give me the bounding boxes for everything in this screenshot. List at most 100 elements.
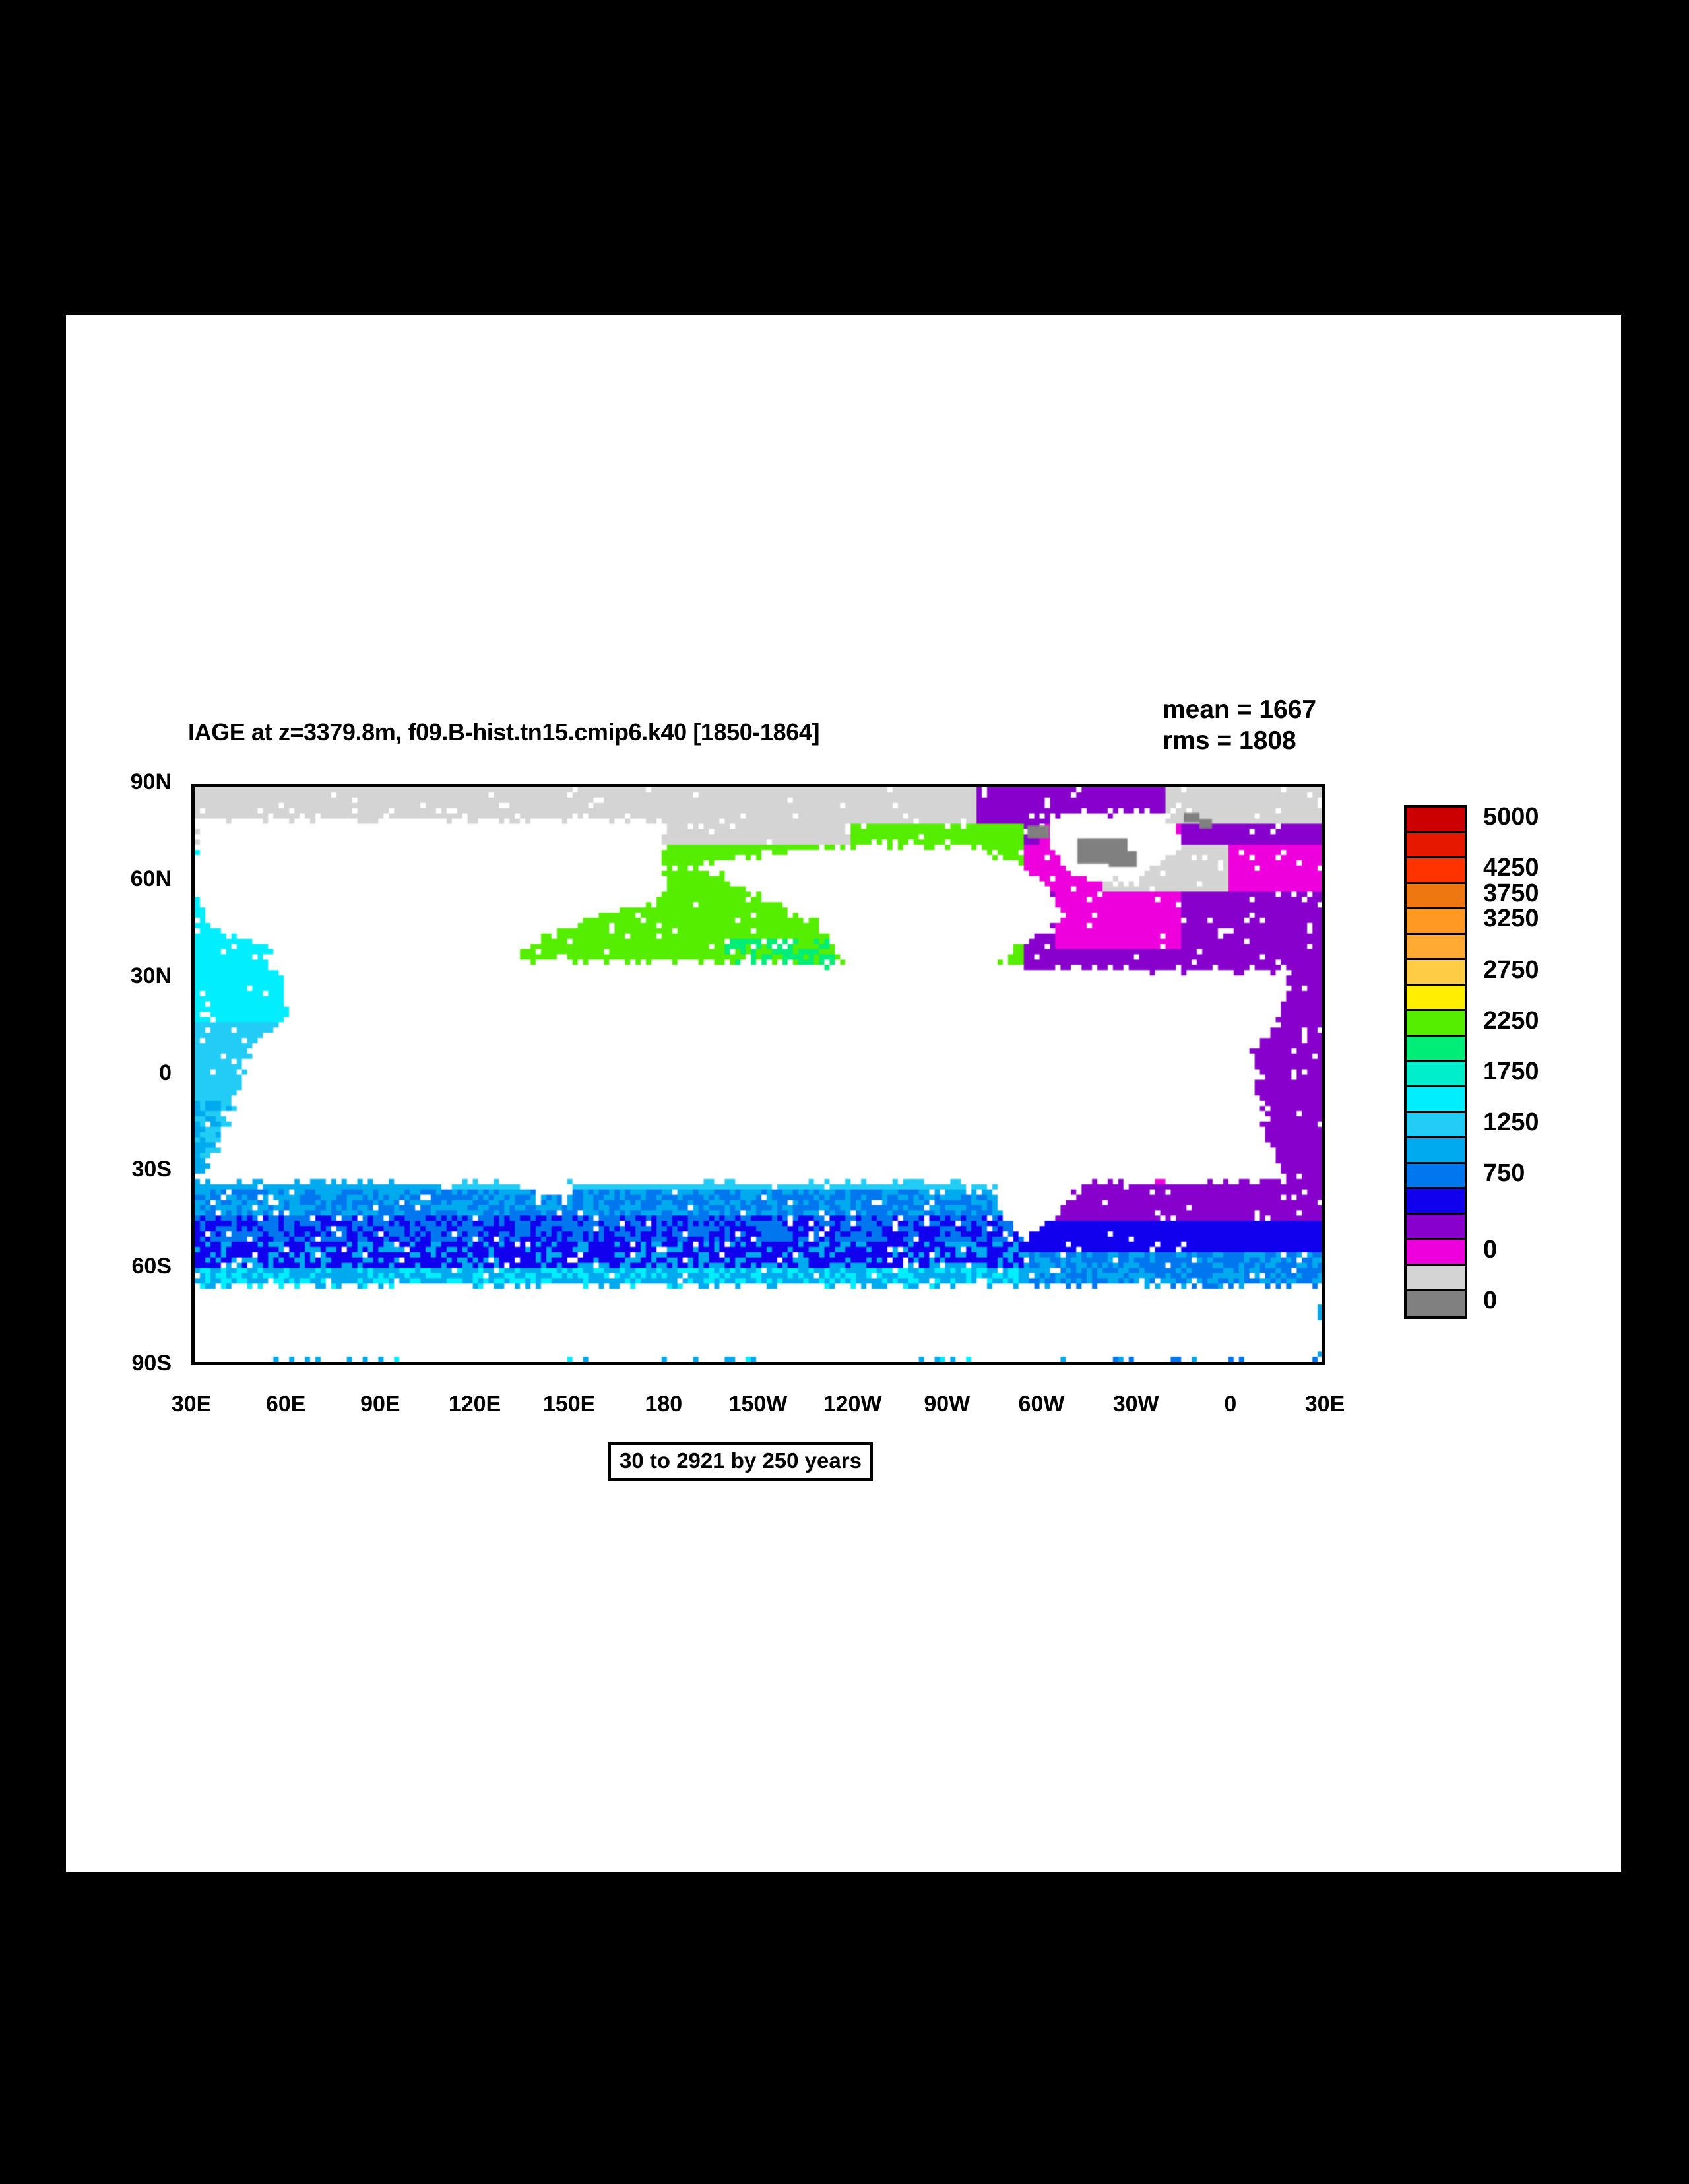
colorbar-label-4250: 4250 bbox=[1483, 854, 1539, 882]
colorbar bbox=[1404, 805, 1467, 1319]
xtick-top-60 bbox=[288, 784, 291, 787]
colorbar-label-0: 0 bbox=[1483, 1286, 1498, 1314]
xtick-top-250 bbox=[885, 784, 889, 787]
xtick-top-160 bbox=[602, 784, 606, 787]
xtick-220 bbox=[791, 1362, 794, 1365]
xtick-160 bbox=[602, 1362, 606, 1365]
xtick-60 bbox=[288, 1362, 291, 1365]
xtick-360 bbox=[1232, 1362, 1235, 1365]
xtick-340 bbox=[1169, 1362, 1172, 1365]
colorbar-label-0: 0 bbox=[1483, 1235, 1498, 1264]
colorbar-label-1750: 1750 bbox=[1483, 1057, 1539, 1085]
xtick-310 bbox=[1075, 1362, 1078, 1365]
xtick-top-350 bbox=[1201, 784, 1204, 787]
ytick-right-90 bbox=[1322, 786, 1325, 789]
xtick-50 bbox=[256, 1362, 259, 1365]
ytick-40 bbox=[191, 947, 195, 950]
ytick-90 bbox=[191, 786, 195, 789]
colorbar-band-19 bbox=[1407, 1291, 1465, 1316]
ocean-ideal-age-field bbox=[195, 787, 1322, 1362]
xtick-210 bbox=[760, 1362, 763, 1365]
xtick-label-90W: 90W bbox=[924, 1392, 971, 1417]
ytick-right-50 bbox=[1322, 915, 1325, 918]
colorbar-band-6 bbox=[1407, 960, 1465, 986]
ytick-30 bbox=[191, 979, 195, 982]
ytick-right--20 bbox=[1322, 1141, 1325, 1144]
colorbar-band-17 bbox=[1407, 1240, 1465, 1266]
ytick-10 bbox=[191, 1044, 195, 1047]
xtick-top-320 bbox=[1106, 784, 1109, 787]
xtick-top-300 bbox=[1043, 784, 1046, 787]
ytick--30 bbox=[191, 1173, 195, 1176]
colorbar-label-2750: 2750 bbox=[1483, 955, 1539, 984]
colorbar-label-3750: 3750 bbox=[1483, 879, 1539, 907]
xtick-top-330 bbox=[1137, 784, 1141, 787]
colorbar-band-18 bbox=[1407, 1265, 1465, 1291]
xtick-320 bbox=[1106, 1362, 1109, 1365]
xtick-240 bbox=[854, 1362, 858, 1365]
statistics-annotation: mean = 1667 rms = 1808 bbox=[1163, 694, 1316, 756]
ytick-right--60 bbox=[1322, 1270, 1325, 1273]
colorbar-band-2 bbox=[1407, 858, 1465, 884]
xtick-top-360 bbox=[1232, 784, 1235, 787]
xtick-label-30E: 30E bbox=[171, 1392, 212, 1417]
colorbar-band-0 bbox=[1407, 808, 1465, 833]
xtick-top-290 bbox=[1011, 784, 1015, 787]
colorbar-band-7 bbox=[1407, 985, 1465, 1012]
xtick-label-0: 0 bbox=[1224, 1392, 1237, 1417]
ytick-right--70 bbox=[1322, 1302, 1325, 1306]
ytick-right--40 bbox=[1322, 1205, 1325, 1209]
colorbar-band-10 bbox=[1407, 1062, 1465, 1088]
xtick-label-120W: 120W bbox=[823, 1392, 882, 1417]
ytick--20 bbox=[191, 1141, 195, 1144]
xtick-100 bbox=[414, 1362, 417, 1365]
mean-value: mean = 1667 bbox=[1163, 695, 1317, 724]
ytick--70 bbox=[191, 1302, 195, 1306]
xtick-top-140 bbox=[539, 784, 542, 787]
xtick-80 bbox=[350, 1362, 354, 1365]
ytick--80 bbox=[191, 1335, 195, 1338]
ytick-80 bbox=[191, 818, 195, 821]
xtick-190 bbox=[697, 1362, 700, 1365]
ytick-right-60 bbox=[1322, 882, 1325, 885]
xtick-top-380 bbox=[1295, 784, 1298, 787]
xtick-140 bbox=[539, 1362, 542, 1365]
colorbar-label-750: 750 bbox=[1483, 1159, 1525, 1187]
ytick-60 bbox=[191, 882, 195, 885]
xtick-top-30 bbox=[193, 784, 197, 787]
colorbar-label-2250: 2250 bbox=[1483, 1006, 1539, 1035]
xtick-label-180: 180 bbox=[645, 1392, 683, 1417]
xtick-top-180 bbox=[665, 784, 668, 787]
colorbar-band-4 bbox=[1407, 909, 1465, 935]
plot-title: IAGE at z=3379.8m, f09.B-hist.tn15.cmip6… bbox=[188, 719, 820, 746]
xtick-top-90 bbox=[382, 784, 385, 787]
xtick-380 bbox=[1295, 1362, 1298, 1365]
colorbar-band-9 bbox=[1407, 1036, 1465, 1062]
contour-range-caption: 30 to 2921 by 250 years bbox=[608, 1442, 873, 1481]
xtick-label-90E: 90E bbox=[360, 1392, 400, 1417]
ytick-right--30 bbox=[1322, 1173, 1325, 1176]
colorbar-band-12 bbox=[1407, 1112, 1465, 1139]
xtick-label-60E: 60E bbox=[265, 1392, 306, 1417]
map-plot-area bbox=[191, 784, 1325, 1365]
xtick-top-260 bbox=[917, 784, 920, 787]
colorbar-band-11 bbox=[1407, 1087, 1465, 1113]
xtick-label-60W: 60W bbox=[1018, 1392, 1065, 1417]
xtick-280 bbox=[980, 1362, 984, 1365]
xtick-top-80 bbox=[350, 784, 354, 787]
xtick-180 bbox=[665, 1362, 668, 1365]
xtick-290 bbox=[1011, 1362, 1015, 1365]
xtick-label-150W: 150W bbox=[728, 1392, 788, 1417]
xtick-170 bbox=[634, 1362, 637, 1365]
xtick-top-70 bbox=[319, 784, 322, 787]
xtick-30 bbox=[193, 1362, 197, 1365]
xtick-top-210 bbox=[760, 784, 763, 787]
xtick-250 bbox=[885, 1362, 889, 1365]
xtick-200 bbox=[728, 1362, 732, 1365]
xtick-top-190 bbox=[697, 784, 700, 787]
ytick--60 bbox=[191, 1270, 195, 1273]
colorbar-band-16 bbox=[1407, 1214, 1465, 1240]
rms-value: rms = 1808 bbox=[1163, 726, 1296, 755]
colorbar-band-14 bbox=[1407, 1163, 1465, 1190]
xtick-top-230 bbox=[823, 784, 826, 787]
